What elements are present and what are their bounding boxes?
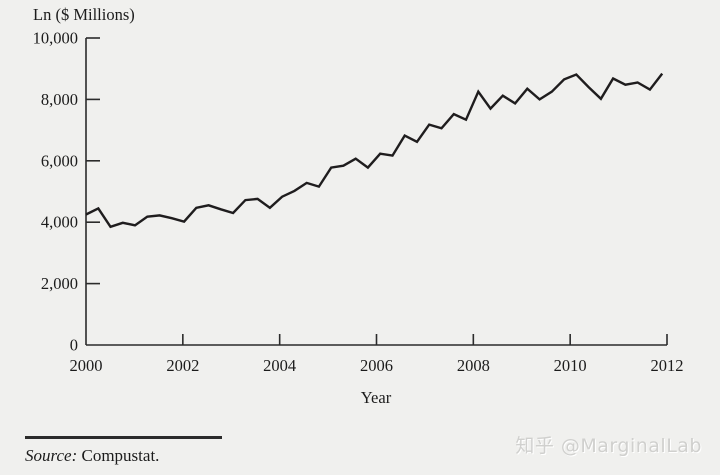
axes: [85, 38, 667, 346]
data-series-line: [85, 72, 664, 229]
x-tick-label: 2012: [651, 356, 684, 375]
y-axis-title: Ln ($ Millions): [33, 5, 135, 24]
source-label: Source:: [25, 446, 78, 465]
x-tick-label: 2006: [360, 356, 393, 375]
y-tick-label: 2,000: [41, 274, 78, 293]
x-tick-label: 2000: [70, 356, 103, 375]
x-tick-label: 2002: [166, 356, 199, 375]
y-tick-label: 6,000: [41, 151, 78, 170]
source-note: Source: Compustat.: [25, 446, 159, 466]
line-chart: Ln ($ Millions) 0 2,000 4,000 6,000 8,000 10,…: [33, 5, 684, 407]
x-tick-label: 2008: [457, 356, 490, 375]
y-tick-label: 4,000: [41, 213, 78, 232]
axis-ticks: [86, 37, 668, 345]
axis-tick-labels: 0 2,000 4,000 6,000 8,000 10,000 2000 2002 2004 2…: [33, 29, 684, 376]
x-tick-label: 2010: [554, 356, 587, 375]
source-divider-line: [25, 436, 222, 439]
source-value: Compustat.: [81, 446, 160, 465]
watermark-text: 知乎 @MarginalLab: [515, 435, 702, 457]
y-tick-label: 0: [70, 336, 78, 355]
y-tick-label: 10,000: [33, 29, 78, 48]
x-axis-title: Year: [361, 388, 392, 407]
y-tick-label: 8,000: [41, 90, 78, 109]
x-tick-label: 2004: [263, 356, 296, 375]
